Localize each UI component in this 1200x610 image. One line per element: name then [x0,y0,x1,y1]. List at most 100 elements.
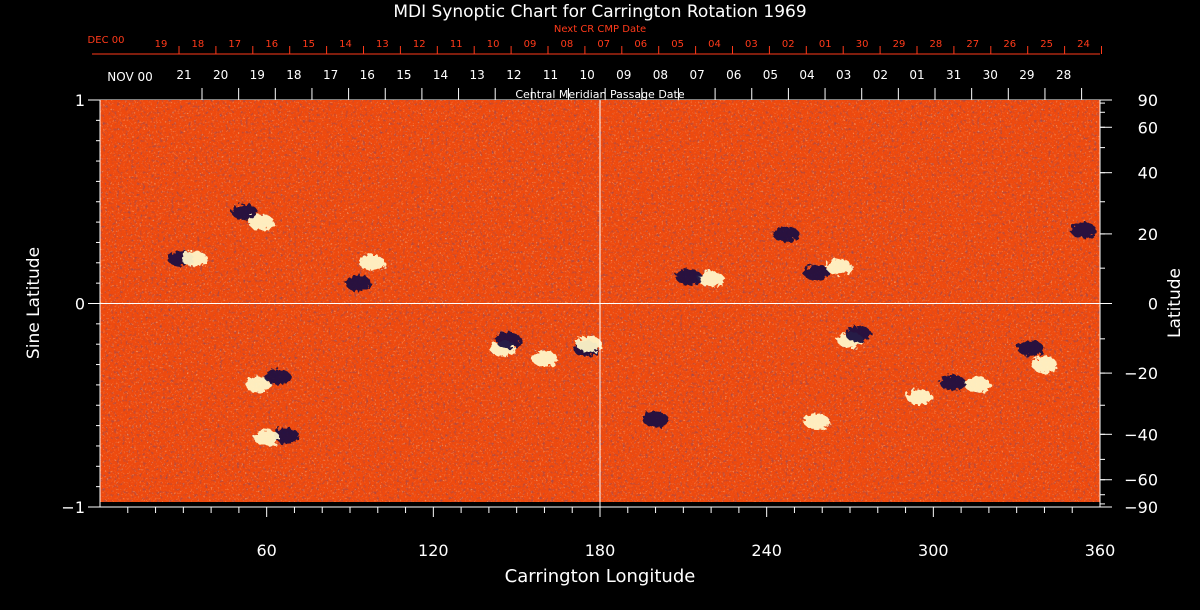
next-cr-date-label: 01 [819,39,832,50]
cmp-date-label: 01 [909,68,924,82]
magnetic-feature-positive [181,250,208,267]
next-cr-date-label: 04 [708,39,721,50]
magnetic-feature-negative [231,203,258,220]
cmp-date-label: 31 [946,68,961,82]
magnetic-feature-negative [264,368,291,385]
cmp-date-label: 11 [543,68,558,82]
next-cr-date-label: 14 [339,39,352,50]
next-cr-date-label: 06 [634,39,647,50]
x-tick-label: 120 [418,541,449,560]
cmp-date-label: 08 [653,68,668,82]
left-tick-label: 1 [75,91,85,110]
x-axis: 60 120 180 240 300 360 [127,507,1116,560]
magnetic-feature-positive [1031,356,1058,373]
cmp-date-label: 16 [360,68,375,82]
next-cr-date-axis: 19 18 17 16 15 14 13 12 11 10 09 08 07 06 05 04 03 02 01 30… [92,39,1102,55]
cmp-date-label: 02 [873,68,888,82]
y-axis-label-right: Latitude [1165,268,1185,338]
magnetic-feature-negative [1017,340,1044,357]
next-cr-date-label: 15 [302,39,315,50]
magnetic-feature-positive [825,258,852,275]
cmp-date-label: 13 [470,68,485,82]
right-tick-label: −90 [1124,498,1158,517]
cmp-date-label: 17 [323,68,338,82]
right-tick-label: 20 [1138,225,1158,244]
cmp-date-label: 05 [763,68,778,82]
magnetic-feature-positive [906,389,933,406]
next-cr-date-label: 28 [930,39,943,50]
next-cr-month-label: DEC 00 [88,35,125,46]
next-cr-date-label: 07 [597,39,610,50]
next-cr-date-label: 16 [265,39,278,50]
magnetic-feature-positive [245,376,272,393]
next-cr-date-label: 24 [1077,39,1090,50]
magnetic-feature-negative [345,275,372,292]
magnetic-feature-positive [248,214,275,231]
next-cr-date-label: 10 [487,39,500,50]
magnetic-feature-negative [845,326,872,343]
magnetic-feature-negative [642,411,669,428]
cmp-date-label: 19 [250,68,265,82]
cmp-date-label: 09 [616,68,631,82]
next-cr-date-label: 19 [155,39,168,50]
cmp-date-label: 04 [799,68,814,82]
next-cr-date-label: 17 [228,39,241,50]
cmp-date-label: 12 [506,68,521,82]
cmp-date-label: 15 [396,68,411,82]
next-cr-date-label: 05 [671,39,684,50]
cmp-date-label: 06 [726,68,741,82]
magnetic-feature-positive [698,271,725,288]
x-tick-label: 300 [918,541,949,560]
cmp-date-label: 29 [1019,68,1034,82]
x-tick-label: 360 [1085,541,1116,560]
next-cr-date-label: 13 [376,39,389,50]
chart-title: MDI Synoptic Chart for Carrington Rotati… [393,2,806,22]
magnetic-feature-positive [359,254,386,271]
next-cr-date-label: 09 [524,39,537,50]
right-tick-label: 90 [1138,91,1158,110]
magnetic-feature-positive [575,336,602,353]
magnetic-feature-negative [939,374,966,391]
cmp-month-label: NOV 00 [107,70,153,84]
next-cr-date-label: 29 [893,39,906,50]
cmp-date-label: 20 [213,68,228,82]
magnetic-feature-negative [773,226,800,243]
magnetic-feature-negative [803,264,830,281]
magnetic-feature-positive [964,376,991,393]
next-cr-date-label: 25 [1040,39,1053,50]
next-cr-axis-label: Next CR CMP Date [554,24,646,35]
next-cr-date-label: 03 [745,39,758,50]
cmp-date-label: 21 [176,68,191,82]
magnetic-feature-negative [675,269,702,286]
magnetic-feature-positive [253,429,280,446]
magnetic-feature-positive [803,413,830,430]
cmp-date-label: 14 [433,68,448,82]
left-tick-label: −1 [61,498,85,517]
x-tick-label: 240 [751,541,782,560]
next-cr-date-label: 08 [561,39,574,50]
x-axis-label: Carrington Longitude [505,566,696,587]
cmp-date-label: 30 [983,68,998,82]
magnetic-feature-positive [531,350,558,367]
next-cr-date-label: 27 [966,39,979,50]
left-y-axis: 1 0 −1 [61,91,100,517]
right-tick-label: 40 [1138,164,1158,183]
next-cr-date-label: 12 [413,39,426,50]
cmp-date-label: 18 [286,68,301,82]
cmp-date-label: 28 [1056,68,1071,82]
cmp-axis-label: Central Meridian Passage Date [515,88,684,101]
right-tick-label: −20 [1124,364,1158,383]
x-tick-label: 180 [585,541,616,560]
cmp-date-label: 10 [580,68,595,82]
x-tick-label: 60 [256,541,276,560]
y-axis-label-left: Sine Latitude [24,247,44,359]
next-cr-date-label: 26 [1003,39,1016,50]
magnetic-feature-negative [1070,222,1097,239]
next-cr-date-label: 11 [450,39,463,50]
next-cr-date-label: 30 [856,39,869,50]
cmp-date-label: 07 [689,68,704,82]
magnetic-feature-negative [273,427,300,444]
right-tick-label: 60 [1138,118,1158,137]
cmp-date-label: 03 [836,68,851,82]
